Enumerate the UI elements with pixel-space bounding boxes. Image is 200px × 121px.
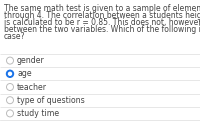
Text: through 4. The correlation between a students height and his or her score on the: through 4. The correlation between a stu… (4, 11, 200, 20)
Circle shape (6, 70, 14, 77)
Text: study time: study time (17, 109, 59, 118)
Circle shape (6, 57, 14, 64)
Text: teacher: teacher (17, 83, 47, 91)
Circle shape (6, 110, 14, 117)
Text: between the two variables. Which of the following is likely a lurking variable i: between the two variables. Which of the … (4, 25, 200, 34)
Text: type of questions: type of questions (17, 96, 85, 105)
Circle shape (8, 72, 12, 75)
Text: The same math test is given to a sample of elementary school students in Grades : The same math test is given to a sample … (4, 4, 200, 13)
Text: case?: case? (4, 32, 26, 41)
Circle shape (6, 83, 14, 91)
Text: gender: gender (17, 56, 45, 65)
Text: is calculated to be r = 0.85. This does not, however, indicate a causal relation: is calculated to be r = 0.85. This does … (4, 18, 200, 27)
Circle shape (6, 97, 14, 104)
Text: age: age (17, 69, 32, 78)
